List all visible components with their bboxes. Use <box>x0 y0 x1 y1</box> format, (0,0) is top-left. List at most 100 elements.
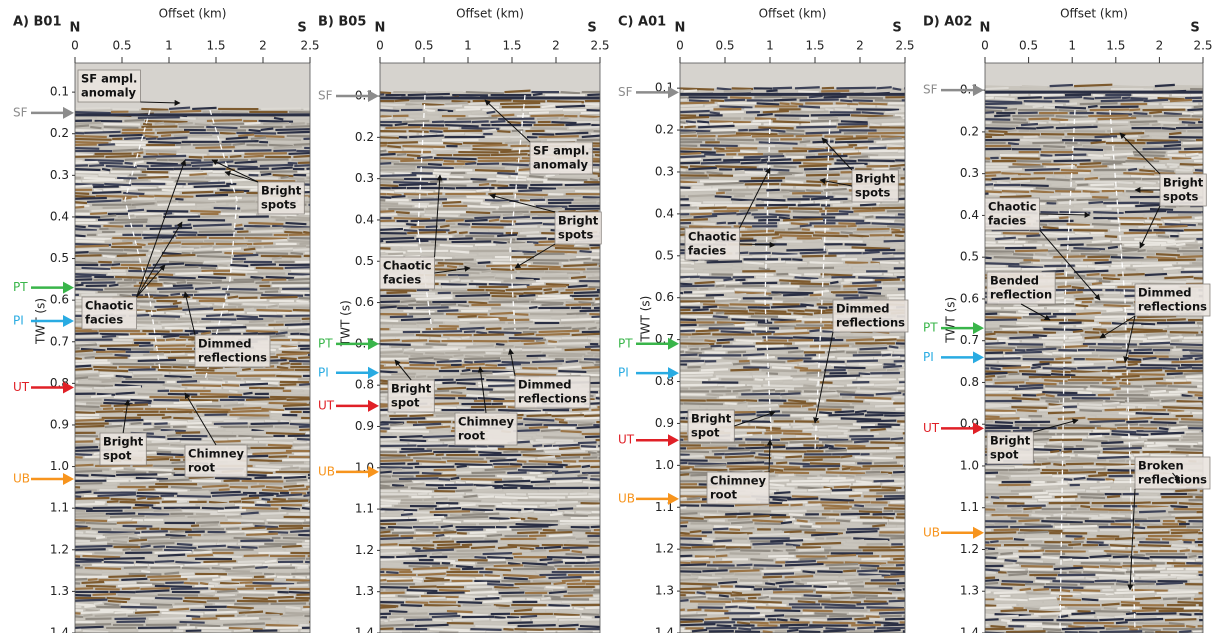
reflector <box>465 356 483 357</box>
reflector <box>546 284 569 285</box>
reflector <box>422 464 453 465</box>
reflector <box>529 461 562 462</box>
reflector <box>734 226 752 227</box>
reflector <box>390 424 403 425</box>
reflector <box>844 544 865 545</box>
reflector <box>456 383 475 384</box>
reflector <box>898 214 929 215</box>
reflector <box>166 313 185 314</box>
reflector <box>291 493 306 494</box>
reflector <box>272 285 308 286</box>
reflector <box>585 346 614 347</box>
reflector <box>144 237 174 238</box>
reflector <box>299 625 323 626</box>
reflector <box>733 189 766 190</box>
reflector <box>715 166 756 167</box>
reflector <box>231 118 271 119</box>
reflector <box>788 310 805 311</box>
annotation-text: facies <box>85 313 123 327</box>
reflector <box>757 325 795 326</box>
reflector <box>716 282 740 283</box>
reflector <box>487 584 513 585</box>
reflector <box>860 388 896 389</box>
reflector <box>293 447 327 448</box>
reflector <box>755 192 790 193</box>
reflector <box>113 149 143 150</box>
reflector <box>533 581 561 582</box>
reflector <box>727 387 753 388</box>
reflector <box>410 356 452 357</box>
reflector <box>860 565 880 566</box>
reflector <box>857 421 897 422</box>
reflector <box>572 202 596 203</box>
reflector <box>465 163 476 164</box>
reflector <box>745 439 780 440</box>
reflector <box>375 185 398 186</box>
reflector <box>203 439 228 440</box>
reflector <box>854 505 864 506</box>
reflector <box>191 414 203 415</box>
reflector <box>723 115 754 116</box>
reflector <box>583 197 608 198</box>
reflector <box>91 475 115 476</box>
reflector <box>445 125 479 126</box>
reflector <box>561 455 590 456</box>
reflector <box>450 251 469 252</box>
reflector <box>103 534 135 535</box>
reflector <box>415 550 454 551</box>
reflector <box>536 340 546 341</box>
reflector <box>86 403 102 404</box>
reflector <box>510 464 523 465</box>
reflector <box>698 577 721 578</box>
reflector <box>375 191 394 192</box>
reflector <box>85 357 95 358</box>
reflector <box>70 198 107 199</box>
reflector <box>710 121 751 122</box>
reflector <box>529 176 544 177</box>
reflector <box>860 204 876 205</box>
reflector <box>186 616 200 617</box>
y-tick-label: 0.5 <box>355 254 374 268</box>
reflector <box>210 514 239 515</box>
reflector <box>406 598 445 599</box>
reflector <box>416 475 457 476</box>
y-tick-label: 0.2 <box>50 126 69 140</box>
reflector <box>715 373 749 374</box>
horizon-label: UT <box>318 398 335 412</box>
reflector <box>485 575 500 576</box>
reflector <box>219 610 250 611</box>
reflector <box>583 271 613 272</box>
reflector <box>796 436 827 437</box>
reflector <box>772 499 787 500</box>
reflector <box>692 334 711 335</box>
reflector <box>737 126 756 127</box>
x-tick-label: 0.5 <box>112 39 131 53</box>
reflector <box>675 553 693 554</box>
panel-label: A) B01 <box>13 15 62 30</box>
reflector <box>492 263 530 264</box>
reflector <box>375 203 398 204</box>
reflector <box>834 445 865 446</box>
reflector <box>802 543 841 544</box>
reflector <box>494 587 519 588</box>
reflector <box>309 622 335 623</box>
reflector <box>532 274 567 275</box>
reflector <box>762 570 801 571</box>
reflector <box>541 598 550 599</box>
reflector <box>137 166 149 167</box>
reflector <box>771 130 785 131</box>
reflector <box>70 388 92 389</box>
reflector <box>489 284 530 285</box>
reflector <box>756 277 793 278</box>
reflector <box>870 409 894 410</box>
reflector <box>274 118 283 119</box>
reflector <box>704 340 715 341</box>
reflector <box>837 255 845 256</box>
reflector <box>437 133 464 134</box>
reflector <box>517 532 538 533</box>
reflector <box>212 568 231 569</box>
reflector <box>858 292 881 293</box>
reflector <box>749 534 790 535</box>
reflector <box>187 555 213 556</box>
reflector <box>537 538 576 539</box>
